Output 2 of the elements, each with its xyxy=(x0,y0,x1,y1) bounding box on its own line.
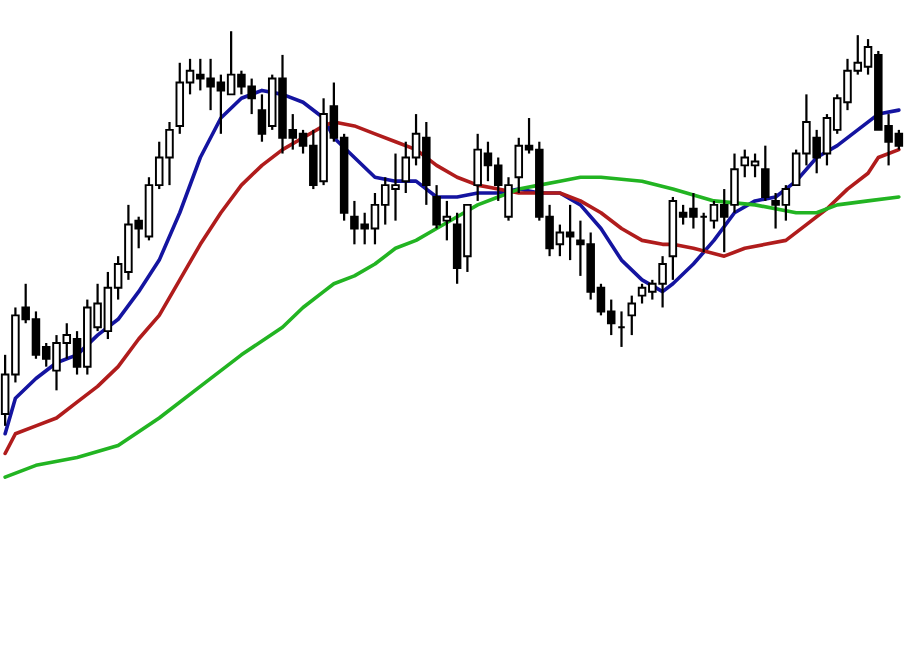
candlestick xyxy=(761,144,770,203)
candlestick xyxy=(627,294,637,337)
